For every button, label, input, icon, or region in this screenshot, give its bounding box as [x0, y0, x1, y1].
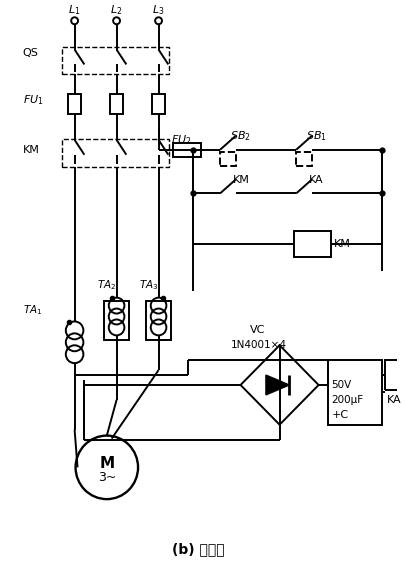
Bar	[296, 152, 312, 166]
Text: +C: +C	[331, 410, 348, 420]
Bar	[146, 301, 171, 340]
Text: KA: KA	[387, 395, 402, 405]
Bar	[328, 360, 382, 425]
Bar	[62, 139, 169, 167]
Text: QS: QS	[23, 48, 39, 57]
Text: $L_3$: $L_3$	[152, 3, 165, 17]
Bar	[220, 152, 236, 166]
Text: (b) 电路二: (b) 电路二	[172, 541, 225, 556]
Bar	[152, 94, 165, 114]
Bar	[385, 360, 405, 390]
Text: $FU_1$: $FU_1$	[23, 93, 44, 107]
Polygon shape	[266, 375, 289, 395]
Bar	[110, 94, 124, 114]
Text: KM: KM	[23, 145, 40, 155]
Bar	[68, 94, 81, 114]
Text: $SB_2$: $SB_2$	[230, 129, 251, 143]
Text: 3~: 3~	[98, 471, 116, 484]
Text: KM: KM	[233, 175, 249, 184]
Text: 200μF: 200μF	[331, 395, 363, 405]
Text: $TA_1$: $TA_1$	[23, 304, 42, 318]
Text: 1N4001×4: 1N4001×4	[231, 340, 287, 350]
Text: KA: KA	[309, 175, 324, 184]
Text: VC: VC	[250, 325, 266, 336]
Text: $L_2$: $L_2$	[111, 3, 123, 17]
Bar	[294, 231, 331, 257]
Bar	[104, 301, 129, 340]
Text: $SB_1$: $SB_1$	[306, 129, 327, 143]
Text: $TA_3$: $TA_3$	[139, 278, 158, 291]
Bar	[173, 143, 200, 156]
Text: KM: KM	[334, 239, 351, 249]
Bar	[62, 46, 169, 74]
Text: $TA_2$: $TA_2$	[97, 278, 116, 291]
Text: 50V: 50V	[331, 380, 352, 390]
Text: M: M	[99, 456, 114, 471]
Text: $L_1$: $L_1$	[68, 3, 81, 17]
Text: $FU_2$: $FU_2$	[171, 133, 192, 147]
